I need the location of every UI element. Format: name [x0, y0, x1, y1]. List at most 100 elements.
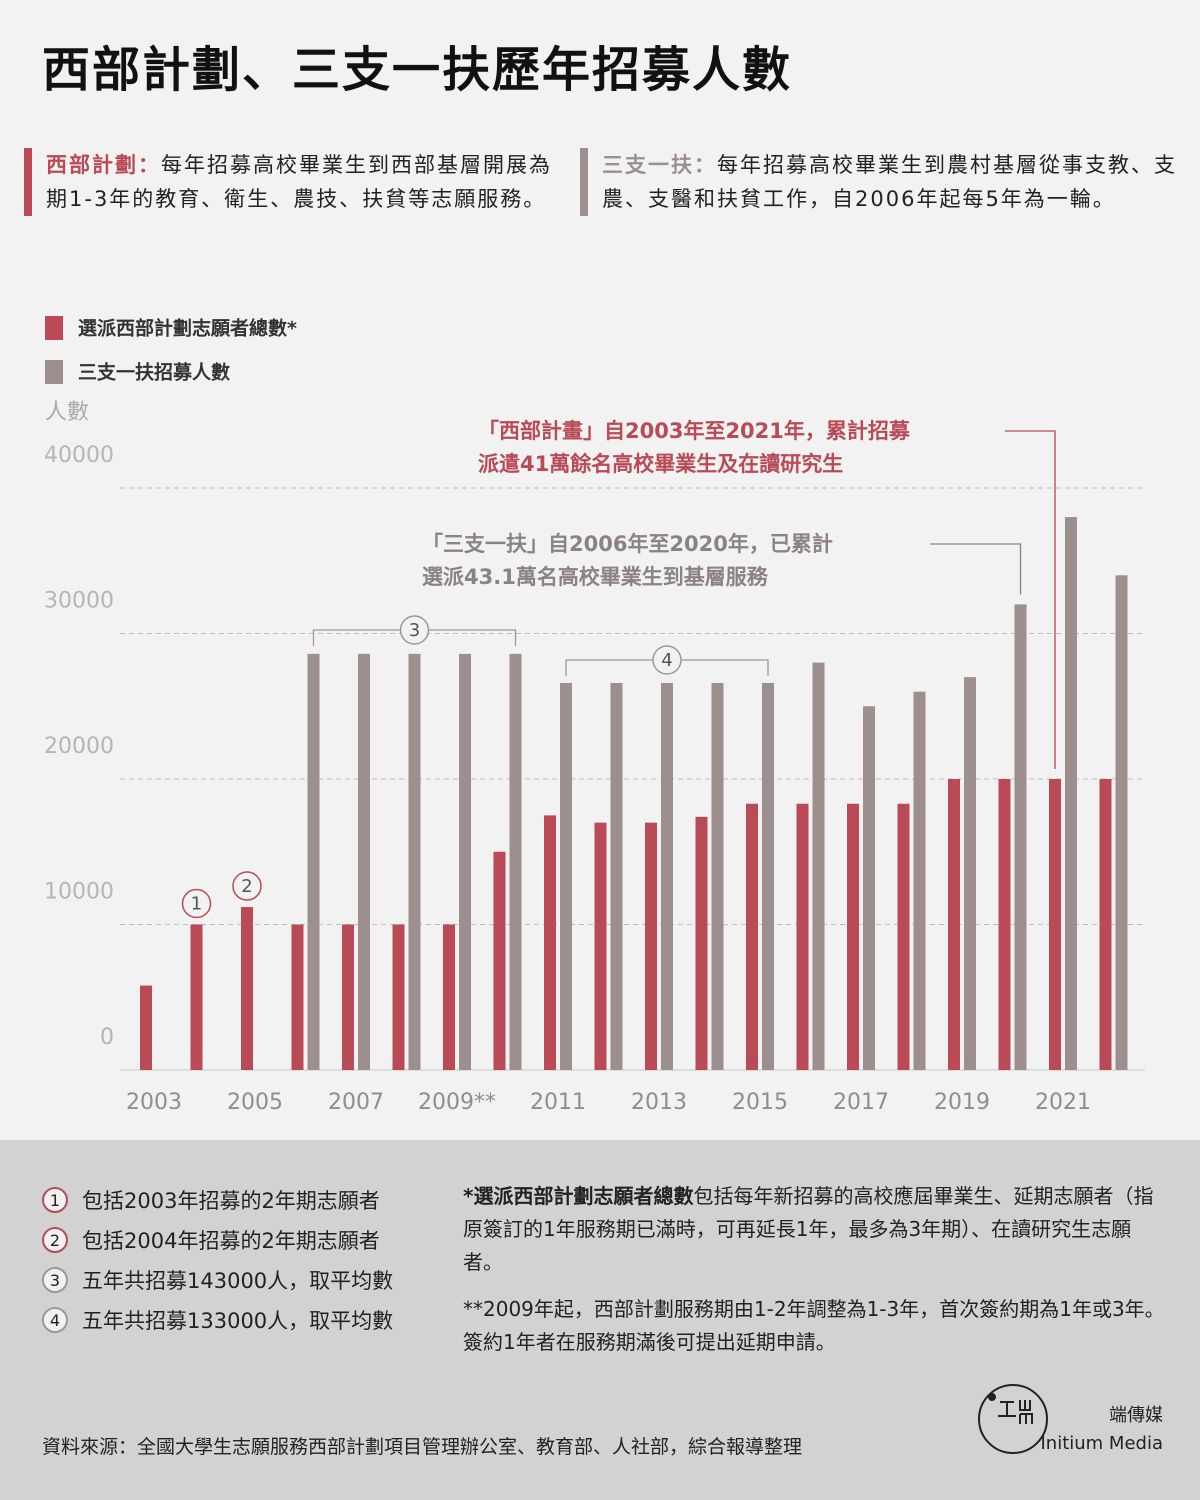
bar — [342, 924, 354, 1070]
intro-lead: 西部計劃： — [46, 153, 161, 177]
bar — [307, 653, 320, 1070]
bar — [645, 822, 657, 1070]
legend-swatch — [45, 316, 63, 340]
bar — [1014, 604, 1027, 1070]
bar — [762, 682, 774, 1070]
note-bold: *選派西部計劃志願者總數 — [463, 1184, 694, 1208]
bar — [459, 653, 471, 1070]
footnote-marker: 4 — [42, 1307, 68, 1333]
bar — [1049, 779, 1061, 1070]
brand-name: 端傳媒 — [1109, 1405, 1163, 1426]
annotation: 「三支一扶」自2006年至2020年，已累計 — [422, 532, 833, 556]
bar — [1065, 517, 1077, 1070]
x-tick-label: 2019 — [934, 1090, 990, 1115]
bar — [897, 803, 910, 1070]
bar — [408, 653, 421, 1070]
legend-swatch — [45, 360, 63, 384]
brand-name-en: Initium Media — [1040, 1433, 1163, 1454]
y-tick-label: 0 — [100, 1025, 114, 1050]
bar — [913, 691, 926, 1070]
marker-circle — [652, 645, 682, 675]
footnote: 3 五年共招募143000人，取平均數 — [42, 1265, 393, 1295]
footer: *選派西部計劃志願者總數包括每年新招募的高校應屆畢業生、延期志願者（指原簽訂的1… — [0, 1140, 1200, 1500]
note: *選派西部計劃志願者總數包括每年新招募的高校應屆畢業生、延期志願者（指原簽訂的1… — [463, 1180, 1168, 1279]
annotation-leader — [1005, 430, 1056, 769]
bar — [948, 779, 960, 1070]
footnote: 2 包括2004年招募的2年期志願者 — [42, 1225, 380, 1255]
bar — [241, 907, 253, 1070]
bar — [443, 924, 455, 1070]
bar — [509, 653, 522, 1070]
marker-circle — [399, 615, 430, 645]
footnote-marker: 2 — [42, 1227, 68, 1253]
bar — [796, 803, 809, 1070]
x-tick-label: 2013 — [631, 1090, 687, 1115]
footnote: 4 五年共招募133000人，取平均數 — [42, 1305, 393, 1335]
intro-text: 每年招募高校畢業生到西部基層開展為期1-3年的教育、衛生、農技、扶貧等志願服務。 — [46, 153, 552, 211]
y-axis-label: 人數 — [45, 400, 89, 425]
bar — [695, 816, 708, 1070]
bar — [291, 924, 304, 1070]
bar — [544, 815, 556, 1070]
x-tick-label: 2003 — [126, 1090, 182, 1115]
bar — [594, 822, 607, 1070]
bar — [1099, 779, 1112, 1070]
x-tick-label: 2009** — [418, 1090, 496, 1115]
bar — [661, 682, 673, 1070]
y-tick-label: 10000 — [44, 880, 114, 905]
bar — [140, 985, 152, 1070]
bar — [711, 682, 724, 1070]
marker-circle — [181, 888, 212, 919]
marker-label: 3 — [409, 620, 420, 641]
annotation: 「西部計畫」自2003年至2021年，累計招募 — [478, 419, 911, 443]
brand: 端傳媒 Initium Media — [1040, 1402, 1163, 1458]
bar — [190, 924, 203, 1070]
footnote-marker: 3 — [42, 1267, 68, 1293]
annotation: 選派43.1萬名高校畢業生到基層服務 — [422, 565, 769, 589]
annotation: 派遣41萬餘名高校畢業生及在讀研究生 — [478, 452, 843, 476]
bar — [392, 924, 405, 1070]
bar — [1115, 575, 1128, 1070]
note: **2009年起，西部計劃服務期由1-2年調整為1-3年，首次簽約期為1年或3年… — [463, 1293, 1168, 1359]
bar — [863, 706, 875, 1070]
x-tick-label: 2007 — [328, 1090, 384, 1115]
marker-label: 2 — [241, 876, 252, 897]
y-tick-label: 30000 — [44, 589, 114, 614]
footnote-text: 包括2003年招募的2年期志願者 — [82, 1189, 380, 1213]
footnote: 1 包括2003年招募的2年期志願者 — [42, 1185, 380, 1215]
note-text: 包括每年新招募的高校應屆畢業生、延期志願者（指原簽訂的1年服務期已滿時，可再延長… — [463, 1184, 1154, 1274]
legend-label: 選派西部計劃志願者總數* — [78, 317, 297, 340]
bar — [964, 677, 976, 1070]
bar — [493, 851, 506, 1070]
marker-circle — [232, 871, 262, 901]
y-tick-label: 40000 — [44, 443, 114, 468]
bar — [358, 653, 370, 1070]
annotation-leader — [930, 543, 1022, 595]
bar — [746, 803, 758, 1070]
title: 西部計劃、三支一扶歷年招募人數 — [42, 42, 793, 98]
x-tick-label: 2021 — [1035, 1090, 1091, 1115]
x-tick-label: 2011 — [530, 1090, 586, 1115]
note-text: **2009年起，西部計劃服務期由1-2年調整為1-3年，首次簽約期為1年或3年… — [463, 1297, 1165, 1354]
x-tick-label: 2015 — [732, 1090, 788, 1115]
intro-text: 每年招募高校畢業生到農村基層從事支教、支農、支醫和扶貧工作，自2006年起每5年… — [602, 153, 1177, 211]
bar — [998, 779, 1011, 1070]
y-tick-label: 20000 — [44, 734, 114, 759]
logo-mark — [988, 1393, 1033, 1424]
intro: 西部計劃：每年招募高校畢業生到西部基層開展為期1-3年的教育、衛生、農技、扶貧等… — [24, 148, 566, 216]
bar — [560, 682, 572, 1070]
intro: 三支一扶：每年招募高校畢業生到農村基層從事支教、支農、支醫和扶貧工作，自2006… — [580, 148, 1177, 216]
logo — [978, 1384, 1048, 1454]
footnote-marker: 1 — [42, 1187, 68, 1213]
footnote-text: 包括2004年招募的2年期志願者 — [82, 1229, 380, 1253]
marker-label: 4 — [661, 650, 672, 671]
x-tick-label: 2005 — [227, 1090, 283, 1115]
bar — [610, 682, 623, 1070]
x-tick-label: 2017 — [833, 1090, 889, 1115]
bar — [812, 662, 825, 1070]
source: 資料來源：全國大學生志願服務西部計劃項目管理辦公室、教育部、人社部，綜合報導整理 — [42, 1436, 803, 1458]
marker-label: 1 — [191, 894, 202, 915]
bar — [847, 803, 859, 1070]
